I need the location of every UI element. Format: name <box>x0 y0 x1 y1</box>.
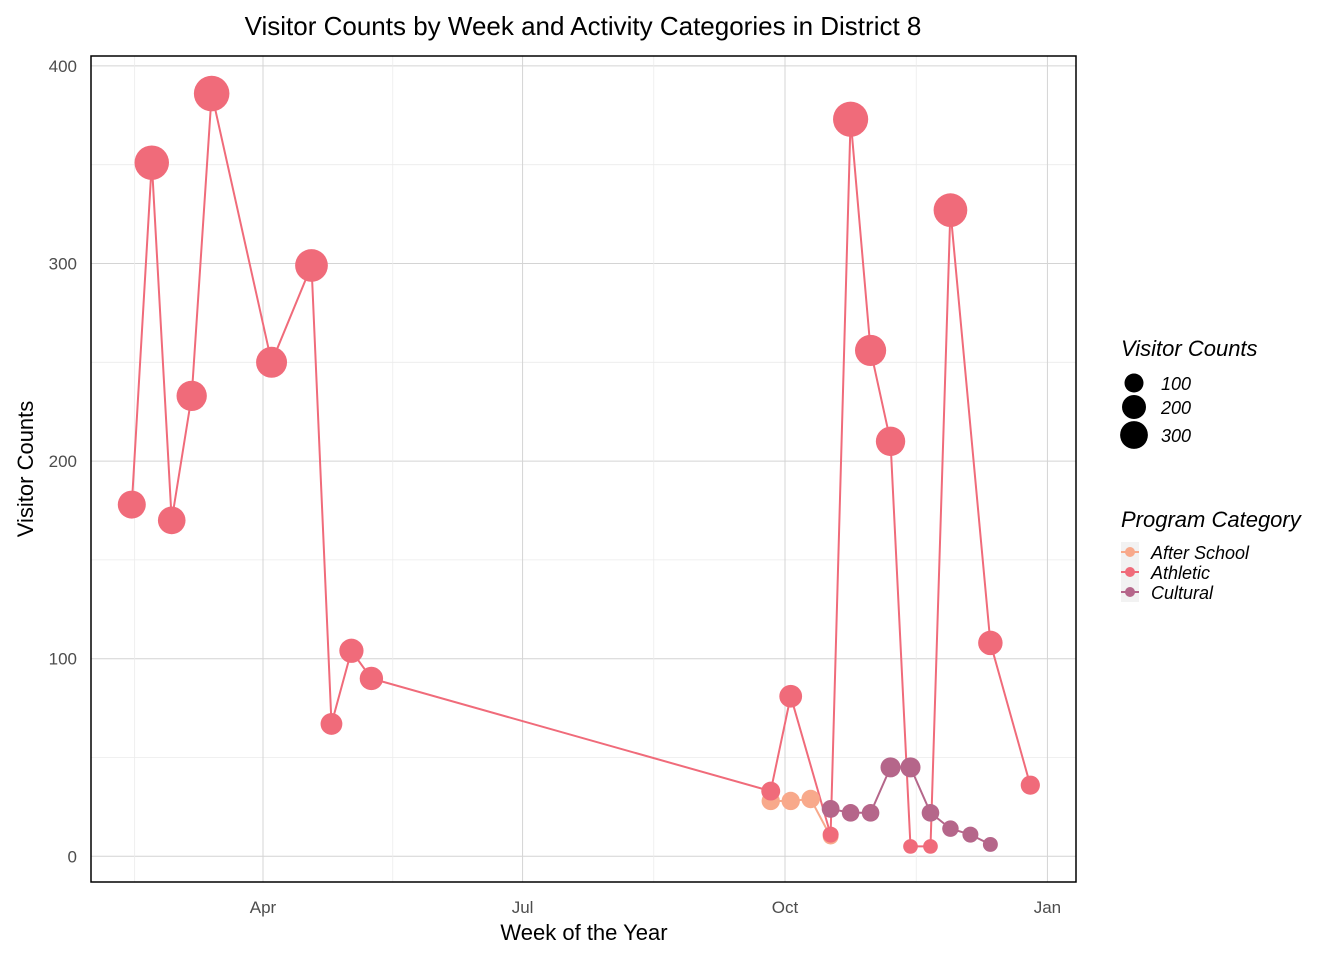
color-legend-key-dot <box>1125 587 1135 597</box>
x-tick-label: Oct <box>772 898 799 917</box>
x-axis-ticks: Apr Jul Oct Jan <box>250 898 1061 917</box>
data-point <box>157 506 186 535</box>
series-points <box>117 75 1040 854</box>
data-point <box>781 791 800 811</box>
color-legend-key-dot <box>1125 547 1135 557</box>
data-point <box>1020 775 1040 795</box>
color-legend-title: Program Category <box>1121 507 1303 532</box>
data-point <box>875 426 906 457</box>
data-point <box>841 804 860 822</box>
data-point <box>903 839 918 854</box>
data-point <box>880 757 901 778</box>
y-tick-label: 0 <box>68 847 77 866</box>
color-legend-label: Athletic <box>1150 563 1210 583</box>
size-legend: Visitor Counts 100 200 300 <box>1120 336 1258 449</box>
data-point <box>822 826 839 843</box>
x-axis-title: Week of the Year <box>500 920 667 945</box>
data-point <box>821 799 840 818</box>
x-tick-label: Apr <box>250 898 277 917</box>
color-legend-label: Cultural <box>1151 583 1214 603</box>
color-legend-label: After School <box>1150 543 1250 563</box>
data-point <box>359 666 384 691</box>
data-point <box>861 804 880 822</box>
data-point <box>134 145 169 180</box>
data-point <box>256 346 288 378</box>
data-point <box>320 713 343 735</box>
data-point <box>117 490 146 519</box>
data-point <box>801 789 820 809</box>
y-tick-label: 300 <box>49 254 77 273</box>
size-legend-label: 300 <box>1161 426 1191 446</box>
size-legend-key <box>1122 395 1146 419</box>
size-legend-key <box>1120 421 1148 449</box>
data-point <box>900 757 921 778</box>
y-tick-label: 400 <box>49 57 77 76</box>
color-legend-key-dot <box>1125 567 1135 577</box>
y-tick-label: 100 <box>49 650 77 669</box>
series-lines <box>130 93 1032 848</box>
y-tick-label: 200 <box>49 452 77 471</box>
data-point <box>779 684 803 708</box>
size-legend-key <box>1124 373 1144 393</box>
data-point <box>923 839 938 854</box>
data-point <box>193 75 230 112</box>
data-point <box>176 380 207 412</box>
size-legend-label: 200 <box>1160 398 1191 418</box>
data-point <box>339 638 364 663</box>
y-axis-title: Visitor Counts <box>13 401 38 538</box>
size-legend-label: 100 <box>1161 374 1191 394</box>
panel-border <box>90 55 1077 883</box>
x-tick-label: Jul <box>512 898 534 917</box>
x-tick-label: Jan <box>1034 898 1061 917</box>
data-point <box>978 630 1003 656</box>
data-point <box>942 820 959 837</box>
size-legend-title: Visitor Counts <box>1121 336 1258 361</box>
data-point <box>921 804 940 822</box>
data-point <box>833 101 869 137</box>
color-legend: Program Category After SchoolAthleticCul… <box>1121 507 1303 603</box>
data-point <box>982 836 998 852</box>
data-point <box>761 781 781 801</box>
y-axis-ticks: 0 100 200 300 400 <box>49 57 77 866</box>
data-point <box>962 826 979 843</box>
chart-title: Visitor Counts by Week and Activity Cate… <box>245 11 922 41</box>
data-point <box>295 249 328 282</box>
data-point <box>933 193 968 227</box>
grid-lines <box>91 56 1076 882</box>
series-line <box>130 93 1032 848</box>
series-line <box>770 797 832 838</box>
data-point <box>854 334 887 367</box>
